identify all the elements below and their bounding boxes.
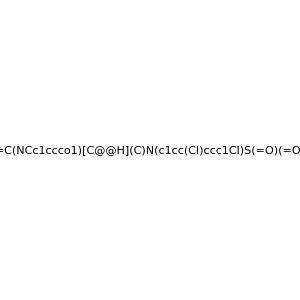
- Text: O=C(NCc1ccco1)[C@@H](C)N(c1cc(Cl)ccc1Cl)S(=O)(=O)C: O=C(NCc1ccco1)[C@@H](C)N(c1cc(Cl)ccc1Cl)…: [0, 145, 300, 155]
